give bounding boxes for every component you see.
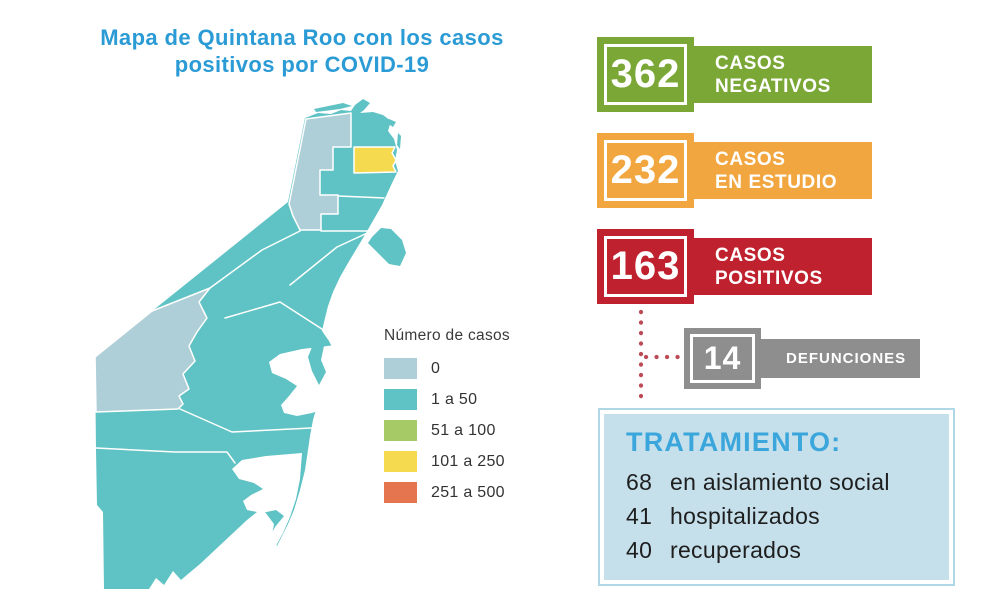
legend-label: 0 [431, 359, 441, 377]
legend-label: 51 a 100 [431, 421, 496, 439]
map-peninsula-punta-allen [308, 346, 326, 385]
legend-label: 1 a 50 [431, 390, 478, 408]
map-islet-barrier [397, 133, 401, 149]
legend-item: 251 a 500 [384, 482, 510, 503]
treatment-label: hospitalizados [670, 503, 820, 529]
label-line2: EN ESTUDIO [715, 171, 838, 193]
positive-cases-label: CASOS POSITIVOS [694, 238, 872, 295]
treatment-value: 68 [626, 469, 653, 495]
legend-label: 251 a 500 [431, 483, 505, 501]
quintana-roo-map [94, 99, 406, 589]
negative-cases-label: CASOS NEGATIVOS [694, 46, 872, 103]
map-island-isla-mujeres [387, 119, 396, 127]
negative-cases-value-box: 362 [597, 37, 694, 112]
page-title-line2: positivos por COVID-19 [174, 52, 430, 77]
page-title: Mapa de Quintana Roo con los casos posit… [80, 24, 524, 78]
label-line2: NEGATIVOS [715, 75, 831, 97]
value-box-inner-border [604, 44, 687, 105]
map-legend: Número de casos 0 1 a 50 51 a 100 101 a … [384, 327, 510, 513]
positive-cases-value: 163 [610, 244, 681, 288]
legend-title: Número de casos [384, 327, 510, 344]
treatment-panel-inner: TRATAMIENTO: 68 en aislamiento social 41… [604, 414, 949, 580]
legend-label: 101 a 250 [431, 452, 505, 470]
treatment-value: 41 [626, 503, 653, 529]
treatment-item-isolation: 68 en aislamiento social [626, 465, 939, 499]
dotted-connector [638, 309, 683, 405]
legend-item: 101 a 250 [384, 451, 510, 472]
positive-cases-value-box: 163 [597, 229, 694, 304]
map-municipal-borders [95, 195, 385, 464]
map-region-jose-maria-morelos [94, 287, 211, 413]
legend-swatch-51-100 [384, 420, 417, 441]
deaths-value-box: 14 [684, 328, 761, 389]
deaths-value: 14 [703, 340, 742, 376]
value-box-inner-border [604, 236, 687, 297]
map-region-lazaro-cardenas [288, 112, 352, 231]
legend-swatch-251-500 [384, 482, 417, 503]
under-study-cases-label: CASOS EN ESTUDIO [694, 142, 872, 199]
deaths-label: DEFUNCIONES [761, 339, 920, 378]
value-box-inner-border [690, 334, 755, 383]
map-island-cozumel [368, 228, 406, 266]
treatment-item-hospitalized: 41 hospitalizados [626, 499, 939, 533]
treatment-item-recovered: 40 recuperados [626, 533, 939, 567]
label-line2: POSITIVOS [715, 267, 823, 289]
treatment-title: TRATAMIENTO: [626, 427, 842, 457]
legend-swatch-1-50 [384, 389, 417, 410]
legend-item: 51 a 100 [384, 420, 510, 441]
negative-cases-value: 362 [610, 52, 681, 96]
label-line1: CASOS [715, 244, 786, 266]
legend-item: 0 [384, 358, 510, 379]
treatment-value: 40 [626, 537, 653, 563]
treatment-label: recuperados [670, 537, 802, 563]
label-line1: CASOS [715, 52, 786, 74]
legend-item: 1 a 50 [384, 389, 510, 410]
under-study-cases-value: 232 [610, 148, 681, 192]
treatment-label: en aislamiento social [670, 469, 890, 495]
label-line1: CASOS [715, 148, 786, 170]
treatment-items: 68 en aislamiento social 41 hospitalizad… [626, 465, 939, 567]
treatment-panel: TRATAMIENTO: 68 en aislamiento social 41… [598, 408, 955, 586]
map-island-holbox [314, 103, 352, 112]
page-title-line1: Mapa de Quintana Roo con los casos [100, 25, 504, 50]
map-region-state-base [95, 99, 398, 589]
value-box-inner-border [604, 140, 687, 201]
map-region-benito-juarez [353, 146, 397, 174]
legend-swatch-101-250 [384, 451, 417, 472]
under-study-cases-value-box: 232 [597, 133, 694, 208]
deaths-label-text: DEFUNCIONES [786, 350, 907, 367]
legend-swatch-0 [384, 358, 417, 379]
map-bay-espiritu-santo [232, 453, 302, 546]
